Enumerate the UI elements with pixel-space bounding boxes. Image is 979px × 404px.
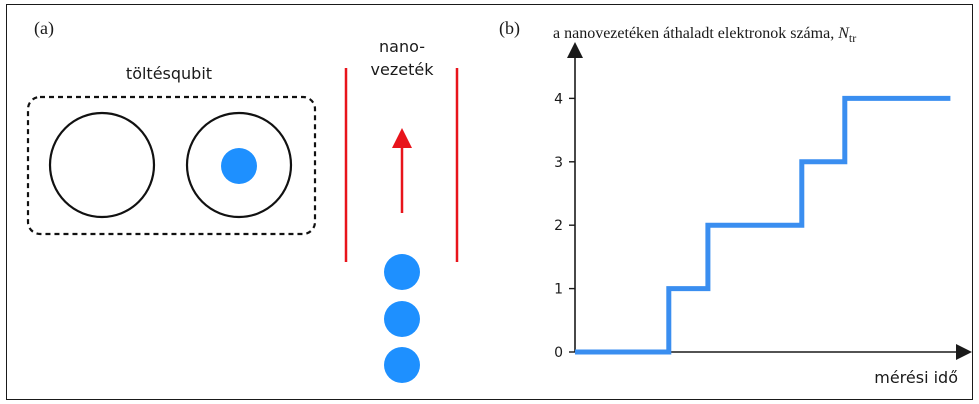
y-tick-label-1: 1: [554, 282, 563, 298]
step-line-electron-count: [575, 95, 951, 355]
y-tick-label-3: 3: [554, 155, 563, 171]
y-ticks: 0 1 2 3 4: [554, 91, 575, 361]
nanowire-label-line2: vezeték: [371, 60, 435, 79]
panel-a-label: (a): [34, 18, 54, 39]
electron-2: [384, 301, 420, 337]
figure-frame: [6, 4, 973, 400]
qubit-box: [26, 95, 317, 236]
quantum-dot-right: [185, 111, 293, 219]
qubit-label: töltésqubit: [126, 64, 212, 83]
electron-in-dot: [221, 148, 257, 184]
quantum-dot-left: [48, 111, 156, 219]
panel-a: (a) töltésqubit nano- vezeték: [26, 18, 459, 383]
y-tick-label-0: 0: [554, 345, 563, 361]
y-tick-label-2: 2: [554, 218, 563, 234]
electron-1: [384, 254, 420, 290]
y-axis-title: a nanovezetéken áthaladt elektronok szám…: [553, 25, 856, 45]
y-tick-label-4: 4: [554, 91, 563, 107]
nanowire-label-line1: nano-: [379, 37, 425, 56]
x-axis-title: mérési idő: [874, 368, 958, 387]
panel-b: (b) a nanovezetéken áthaladt elektronok …: [499, 18, 972, 387]
electron-3: [384, 347, 420, 383]
panel-b-label: (b): [499, 18, 520, 39]
